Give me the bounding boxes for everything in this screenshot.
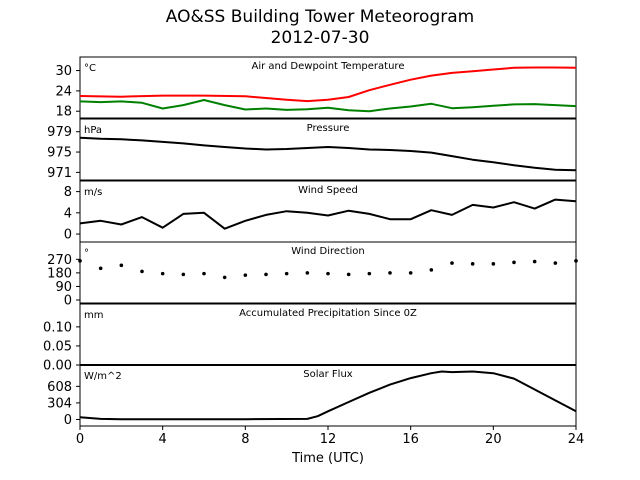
series-line (79, 136, 577, 172)
y-tick-label: 270 (47, 253, 72, 268)
panel-unit-label: ° (84, 248, 89, 259)
y-tick-label: 0 (64, 293, 72, 308)
y-tick-label: 608 (47, 380, 72, 395)
panel-title: Wind Direction (291, 246, 365, 257)
x-tick-label: 0 (76, 432, 84, 447)
panel-1: 18 24 30 Air and Dewpoint Temperature °C (55, 56, 577, 120)
y-tick-label: 975 (47, 146, 72, 161)
data-point (264, 272, 268, 277)
y-tick-label: 0 (64, 228, 72, 243)
data-point (512, 260, 516, 265)
figure-subtitle: 2012-07-30 (270, 28, 370, 48)
panel-unit-label: hPa (84, 125, 102, 136)
data-point (202, 271, 206, 276)
data-point (160, 271, 165, 276)
panel-frame (79, 56, 577, 119)
series-line (79, 198, 577, 230)
y-tick-label: 24 (55, 84, 72, 99)
series-line (79, 370, 577, 421)
panel-title: Wind Speed (298, 185, 358, 196)
y-tick-label: 18 (55, 105, 72, 120)
data-point (326, 271, 330, 276)
data-point (450, 261, 454, 265)
panel-title: Pressure (307, 123, 350, 134)
data-point (429, 268, 434, 272)
panel-unit-label: W/m^2 (84, 371, 122, 382)
data-point (367, 271, 372, 276)
y-tick-label: 304 (47, 396, 72, 411)
panel-3: 0 4 8 Wind Speed m/s (64, 180, 577, 243)
data-point (532, 259, 537, 264)
y-tick-label: 0.10 (43, 320, 72, 335)
panel-2: 971 975 979 Pressure hPa (47, 118, 577, 181)
data-point (181, 272, 186, 277)
x-tick-label: 12 (320, 432, 337, 447)
y-tick-label: 90 (55, 280, 72, 295)
data-point (408, 271, 413, 275)
x-tick-label: 16 (402, 432, 419, 447)
y-tick-label: 180 (47, 266, 72, 281)
y-tick-label: 0 (64, 413, 72, 428)
panel-unit-label: mm (84, 310, 103, 321)
data-point (388, 271, 392, 275)
y-tick-label: 0.05 (43, 339, 72, 354)
data-point (243, 273, 248, 277)
y-tick-label: 971 (47, 166, 72, 181)
y-tick-label: 0.00 (43, 359, 72, 374)
x-tick-label: 8 (241, 432, 249, 447)
data-point (574, 259, 578, 263)
panel-title: Air and Dewpoint Temperature (252, 61, 405, 72)
x-tick-label: 4 (159, 432, 167, 447)
data-point (98, 266, 103, 271)
y-tick-label: 30 (55, 64, 72, 79)
x-tick-label: 20 (485, 432, 502, 447)
data-point (470, 262, 475, 266)
x-tick-label: 24 (568, 432, 585, 447)
panel-unit-label: m/s (84, 187, 102, 198)
y-tick-label: 979 (47, 125, 72, 140)
panel-5: 0.00 0.05 0.10 Accumulated Precipitation Si… (43, 303, 577, 374)
data-point (553, 261, 558, 265)
y-tick-label: 8 (64, 185, 72, 200)
y-tick-label: 4 (64, 206, 72, 221)
data-point (284, 271, 289, 276)
data-point (119, 263, 124, 268)
panel-frame (79, 118, 577, 181)
series-line (79, 66, 577, 103)
data-point (491, 262, 496, 266)
data-point (346, 272, 351, 277)
x-axis-label: Time (UTC) (291, 451, 364, 466)
series-line (79, 99, 577, 113)
data-point (140, 269, 144, 274)
figure-title: AO&SS Building Tower Meteorogram (165, 7, 475, 27)
panel-unit-label: °C (84, 63, 96, 74)
panel-title: Accumulated Precipitation Since 0Z (239, 308, 417, 319)
data-point (222, 275, 227, 280)
data-point (305, 271, 310, 275)
panel-title: Solar Flux (303, 369, 353, 380)
data-point (78, 259, 82, 263)
